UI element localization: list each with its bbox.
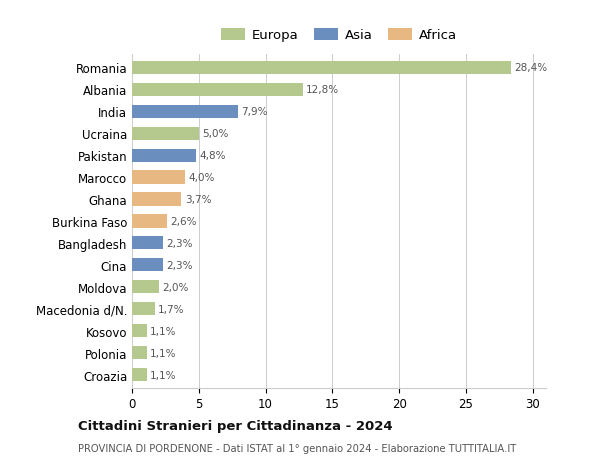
Text: 2,6%: 2,6% xyxy=(170,217,197,226)
Text: 1,7%: 1,7% xyxy=(158,304,185,314)
Bar xyxy=(132,215,167,228)
Text: 2,3%: 2,3% xyxy=(166,260,193,270)
Text: 28,4%: 28,4% xyxy=(515,63,548,73)
Text: 2,0%: 2,0% xyxy=(162,282,188,292)
Bar xyxy=(132,237,163,250)
Text: PROVINCIA DI PORDENONE - Dati ISTAT al 1° gennaio 2024 - Elaborazione TUTTITALIA: PROVINCIA DI PORDENONE - Dati ISTAT al 1… xyxy=(78,443,516,453)
Legend: Europa, Asia, Africa: Europa, Asia, Africa xyxy=(217,25,461,46)
Bar xyxy=(132,346,146,359)
Bar xyxy=(132,259,163,272)
Bar xyxy=(132,106,238,118)
Bar xyxy=(132,127,199,140)
Bar xyxy=(132,84,303,97)
Bar xyxy=(132,280,159,294)
Bar xyxy=(132,171,185,184)
Bar xyxy=(132,193,181,206)
Text: 4,8%: 4,8% xyxy=(199,151,226,161)
Text: 7,9%: 7,9% xyxy=(241,107,268,117)
Text: 4,0%: 4,0% xyxy=(189,173,215,183)
Text: 5,0%: 5,0% xyxy=(202,129,229,139)
Bar xyxy=(132,62,511,75)
Bar xyxy=(132,149,196,162)
Bar xyxy=(132,302,155,316)
Text: 12,8%: 12,8% xyxy=(306,85,340,95)
Text: 1,1%: 1,1% xyxy=(150,370,176,380)
Text: 2,3%: 2,3% xyxy=(166,238,193,248)
Text: 3,7%: 3,7% xyxy=(185,195,211,205)
Bar xyxy=(132,325,146,337)
Text: 1,1%: 1,1% xyxy=(150,348,176,358)
Text: Cittadini Stranieri per Cittadinanza - 2024: Cittadini Stranieri per Cittadinanza - 2… xyxy=(78,419,392,432)
Text: 1,1%: 1,1% xyxy=(150,326,176,336)
Bar xyxy=(132,368,146,381)
